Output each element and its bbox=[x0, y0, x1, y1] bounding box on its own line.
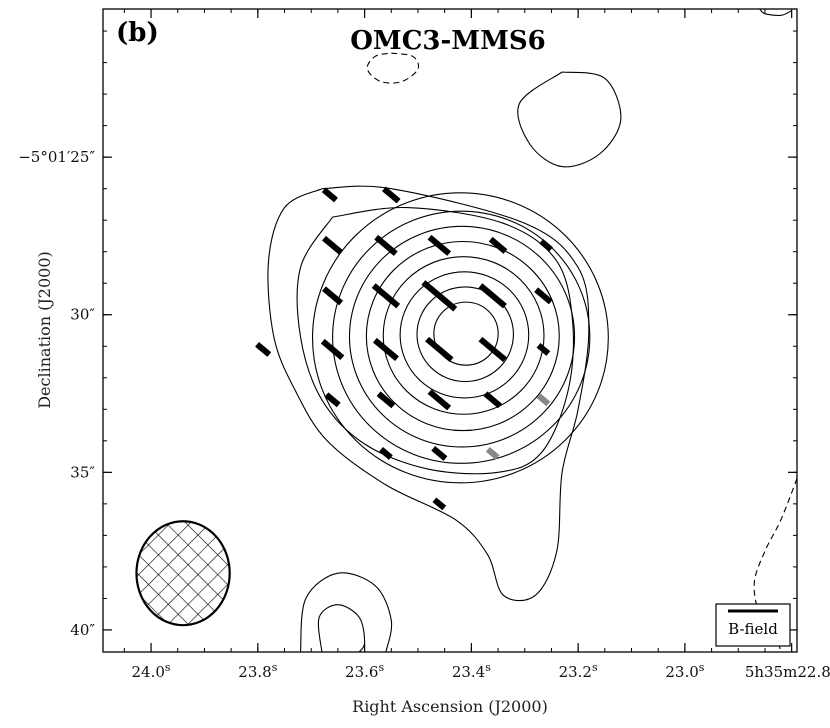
b-field-vector-25 bbox=[485, 447, 500, 460]
y-tick-label-2: 35″ bbox=[70, 463, 95, 481]
legend-label: B-field bbox=[728, 620, 778, 638]
contour-layer bbox=[267, 9, 797, 652]
b-field-vector-13 bbox=[320, 338, 345, 360]
b-field-vector-1 bbox=[381, 186, 401, 204]
contour-level-2 bbox=[399, 271, 530, 399]
b-field-vector-0 bbox=[321, 187, 338, 203]
x-axis-title: Right Ascension (J2000) bbox=[352, 697, 548, 716]
contour-level-5 bbox=[348, 225, 576, 448]
b-field-vector-11 bbox=[534, 287, 553, 305]
contour-level-1 bbox=[416, 286, 514, 383]
b-field-vector-15 bbox=[425, 336, 454, 362]
contour-level-3 bbox=[382, 256, 545, 415]
b-field-vector-23 bbox=[379, 447, 393, 460]
legend: B-field bbox=[715, 603, 791, 647]
b-field-vector-4 bbox=[427, 234, 452, 256]
contour-negative-blob bbox=[366, 52, 420, 84]
b-field-vector-14 bbox=[372, 337, 399, 361]
y-tick-label-1: 30″ bbox=[70, 306, 95, 324]
x-tick-label-2: 23.6s bbox=[345, 661, 384, 681]
b-field-vector-5 bbox=[488, 236, 508, 254]
b-field-vector-22 bbox=[536, 393, 551, 407]
b-field-vector-24 bbox=[431, 445, 448, 461]
b-field-vector-10 bbox=[478, 283, 507, 309]
b-field-vector-17 bbox=[536, 342, 551, 356]
plot-title: OMC3-MMS6 bbox=[350, 26, 545, 56]
contour-level-7 bbox=[311, 192, 609, 484]
b-field-vector-3 bbox=[374, 234, 398, 256]
y-axis-title: Declination (J2000) bbox=[35, 251, 54, 409]
x-tick-label-5: 23.0s bbox=[665, 661, 704, 681]
vector-layer bbox=[255, 186, 553, 511]
beam-layer bbox=[135, 520, 231, 627]
b-field-vector-20 bbox=[427, 389, 452, 411]
panel-label: (b) bbox=[116, 18, 159, 48]
x-tick-label-4: 23.2s bbox=[559, 661, 598, 681]
x-tick-label-3: 23.4s bbox=[452, 661, 491, 681]
contour-outer-envelope bbox=[267, 185, 590, 602]
tick-layer: 24.0s 23.8s 23.6s 23.4s 23.2s 23.0s 5h35m22.8s… bbox=[18, 9, 830, 681]
b-field-vector-8 bbox=[371, 283, 401, 309]
x-tick-label-0: 24.0s bbox=[132, 661, 171, 681]
b-field-vector-26 bbox=[432, 497, 447, 511]
b-field-vector-2 bbox=[322, 235, 344, 255]
b-field-vector-9 bbox=[421, 280, 458, 312]
contour-north-east-blob bbox=[517, 71, 622, 168]
b-field-vector-16 bbox=[478, 336, 507, 362]
contour-north-top-arc bbox=[759, 9, 792, 16]
beam-ellipse bbox=[135, 520, 231, 627]
b-field-vector-7 bbox=[322, 286, 344, 306]
x-tick-label-6: 5h35m22.8s bbox=[745, 663, 830, 681]
b-field-vector-21 bbox=[483, 391, 502, 409]
b-field-vector-12 bbox=[255, 341, 272, 357]
contour-south-blob-outer bbox=[299, 572, 393, 652]
b-field-vector-18 bbox=[324, 392, 341, 408]
b-field-vector-6 bbox=[539, 238, 553, 252]
x-tick-label-1: 23.8s bbox=[238, 661, 277, 681]
b-field-vector-19 bbox=[376, 391, 396, 409]
contour-level-6 bbox=[332, 210, 591, 464]
contour-second-envelope bbox=[296, 207, 575, 475]
y-tick-label-3: 40″ bbox=[70, 621, 95, 639]
y-tick-label-0: −5°01′25″ bbox=[18, 148, 95, 166]
contour-level-4 bbox=[365, 240, 560, 432]
contour-level-0 bbox=[433, 301, 499, 366]
